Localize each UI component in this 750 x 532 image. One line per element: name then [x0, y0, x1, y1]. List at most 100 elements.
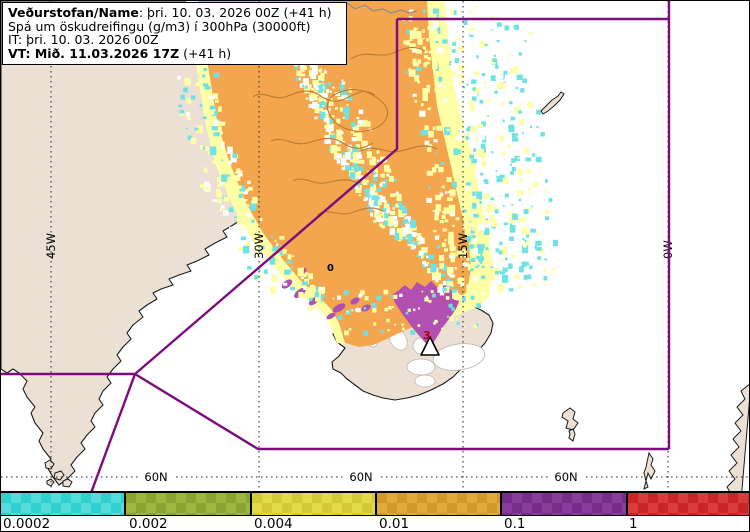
speckle [417, 307, 420, 310]
speckle [283, 249, 287, 254]
speckle [219, 208, 222, 212]
speckle [348, 308, 352, 312]
speckle [368, 191, 376, 199]
ash-plume-purple-fan [392, 281, 460, 348]
speckle [442, 97, 447, 104]
speckle [413, 27, 418, 31]
speckle [490, 266, 494, 269]
speckle [416, 48, 422, 54]
speckle [428, 186, 431, 189]
speckle [410, 329, 416, 335]
colorbar-segment [1, 493, 125, 515]
speckle [458, 81, 464, 85]
speckle [438, 76, 443, 82]
speckle [463, 20, 468, 26]
speckle [328, 107, 332, 111]
faroe-islands [561, 407, 579, 431]
speckle [339, 107, 343, 112]
speckle [431, 167, 437, 173]
speckle [519, 178, 523, 183]
jan-mayen-island [540, 91, 565, 115]
speckle [536, 232, 540, 236]
speckle [447, 266, 454, 274]
speckle [520, 88, 525, 93]
speckle [458, 129, 461, 132]
speckle [317, 75, 325, 81]
speckle [424, 50, 428, 54]
speckle [477, 251, 483, 255]
speckle [495, 65, 499, 69]
speckle [479, 256, 484, 261]
speckle [319, 111, 326, 120]
speckle [346, 104, 349, 106]
speckle [359, 290, 365, 296]
speckle [485, 204, 492, 213]
speckle [357, 120, 364, 127]
speckle [209, 105, 217, 111]
speckle [473, 153, 478, 156]
speckle [472, 275, 478, 282]
speckle [510, 170, 514, 175]
speckle [217, 198, 222, 204]
speckle [441, 210, 444, 214]
speckle [432, 126, 436, 131]
speckle [475, 265, 479, 269]
speckle [483, 268, 490, 275]
speckle [522, 217, 527, 222]
speckle [486, 98, 491, 102]
speckle [377, 218, 384, 223]
speckle [448, 231, 454, 239]
speckle [501, 274, 509, 283]
speckle [321, 294, 326, 298]
speckle [526, 242, 528, 245]
speckle [320, 72, 325, 76]
speckle [379, 183, 383, 187]
speckle [234, 171, 238, 174]
speckle [544, 179, 548, 183]
speckle [387, 329, 390, 332]
speckle [488, 261, 494, 267]
speckle [440, 62, 448, 68]
speckle [439, 262, 444, 269]
speckle [355, 189, 362, 193]
speckle [507, 144, 511, 149]
speckle [275, 243, 279, 246]
speckle [372, 156, 376, 162]
speckle [484, 43, 488, 47]
speckle [480, 143, 486, 149]
speckle [478, 22, 482, 25]
speckle [499, 174, 505, 179]
speckle [406, 29, 411, 34]
colorbar-segment [249, 493, 375, 515]
speckle [359, 175, 364, 180]
speckle [386, 173, 390, 177]
speckle [180, 94, 185, 100]
speckle [516, 135, 518, 138]
speckle [460, 173, 464, 176]
speckle [407, 242, 414, 247]
speckle [348, 328, 352, 331]
speckle [442, 94, 447, 99]
speckle [519, 195, 524, 200]
speckle [243, 190, 249, 195]
speckle [295, 66, 299, 70]
speckle [463, 169, 468, 173]
speckle [286, 260, 292, 264]
speckle [234, 175, 241, 181]
speckle [460, 281, 465, 287]
speckle [339, 141, 343, 144]
speckle [440, 20, 445, 25]
speckle [448, 7, 452, 10]
speckle [526, 169, 532, 174]
speckle [212, 160, 217, 164]
speckle [351, 167, 355, 170]
speckle [434, 214, 439, 221]
speckle [502, 119, 505, 123]
speckle [481, 292, 485, 296]
speckle [300, 276, 304, 280]
speckle [532, 203, 537, 210]
speckle [476, 191, 483, 199]
speckle [365, 145, 371, 150]
speckle [356, 154, 363, 159]
